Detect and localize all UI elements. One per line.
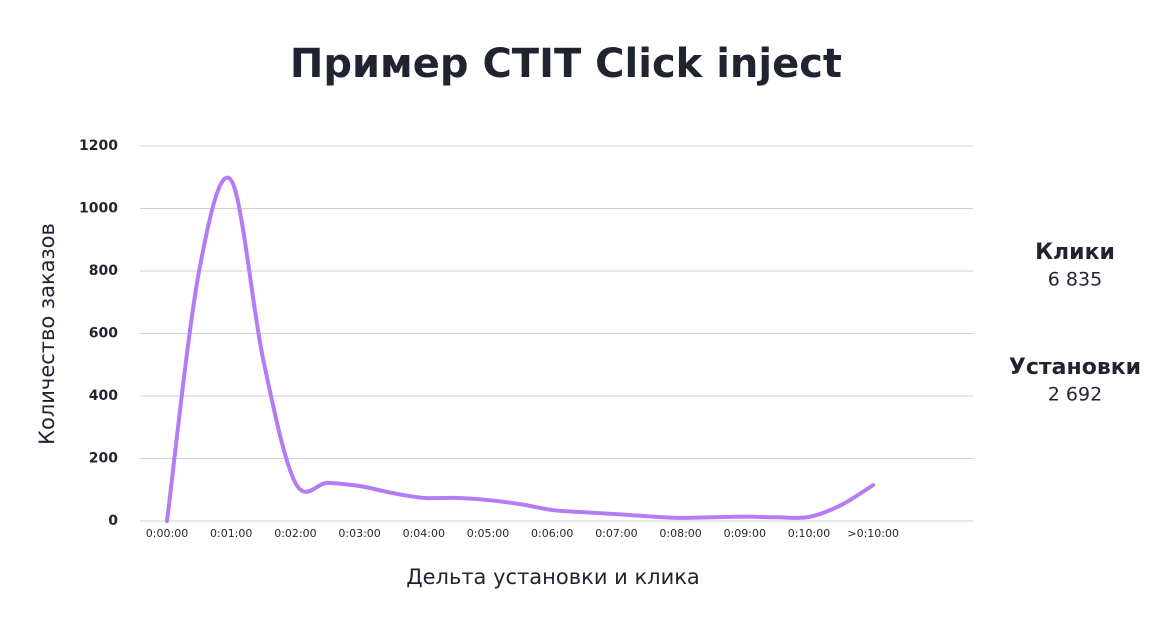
annotation-title: Клики [1035,240,1115,265]
x-tick-label: 0:02:00 [274,527,316,540]
x-tick-label: 0:05:00 [467,527,509,540]
y-tick-label: 600 [89,326,118,342]
x-axis-label: Дельта установки и клика [406,565,700,589]
y-tick-label: 1200 [79,138,118,154]
x-tick-label: 0:10:00 [788,527,830,540]
x-tick-label: 0:04:00 [403,527,445,540]
x-tick-label: 0:07:00 [595,527,637,540]
y-tick-label: 0 [108,513,118,529]
annotation-value: 6 835 [1048,269,1102,291]
x-tick-label: 0:03:00 [338,527,380,540]
y-tick-label: 200 [89,451,118,467]
x-tick-label: 0:01:00 [210,527,252,540]
x-tick-label: >0:10:00 [847,527,899,540]
x-tick-label: 0:06:00 [531,527,573,540]
x-tick-label: 0:09:00 [724,527,766,540]
y-tick-label: 800 [89,263,118,279]
y-axis-label: Количество заказов [35,223,59,445]
y-tick-label: 400 [89,388,118,404]
annotation-title: Установки [1009,355,1141,380]
annotation-value: 2 692 [1048,384,1102,406]
y-tick-label: 1000 [79,201,118,217]
x-tick-label: 0:00:00 [146,527,188,540]
chart-title: Пример CTIT Click inject [290,41,842,87]
x-tick-label: 0:08:00 [659,527,701,540]
line [165,175,876,523]
